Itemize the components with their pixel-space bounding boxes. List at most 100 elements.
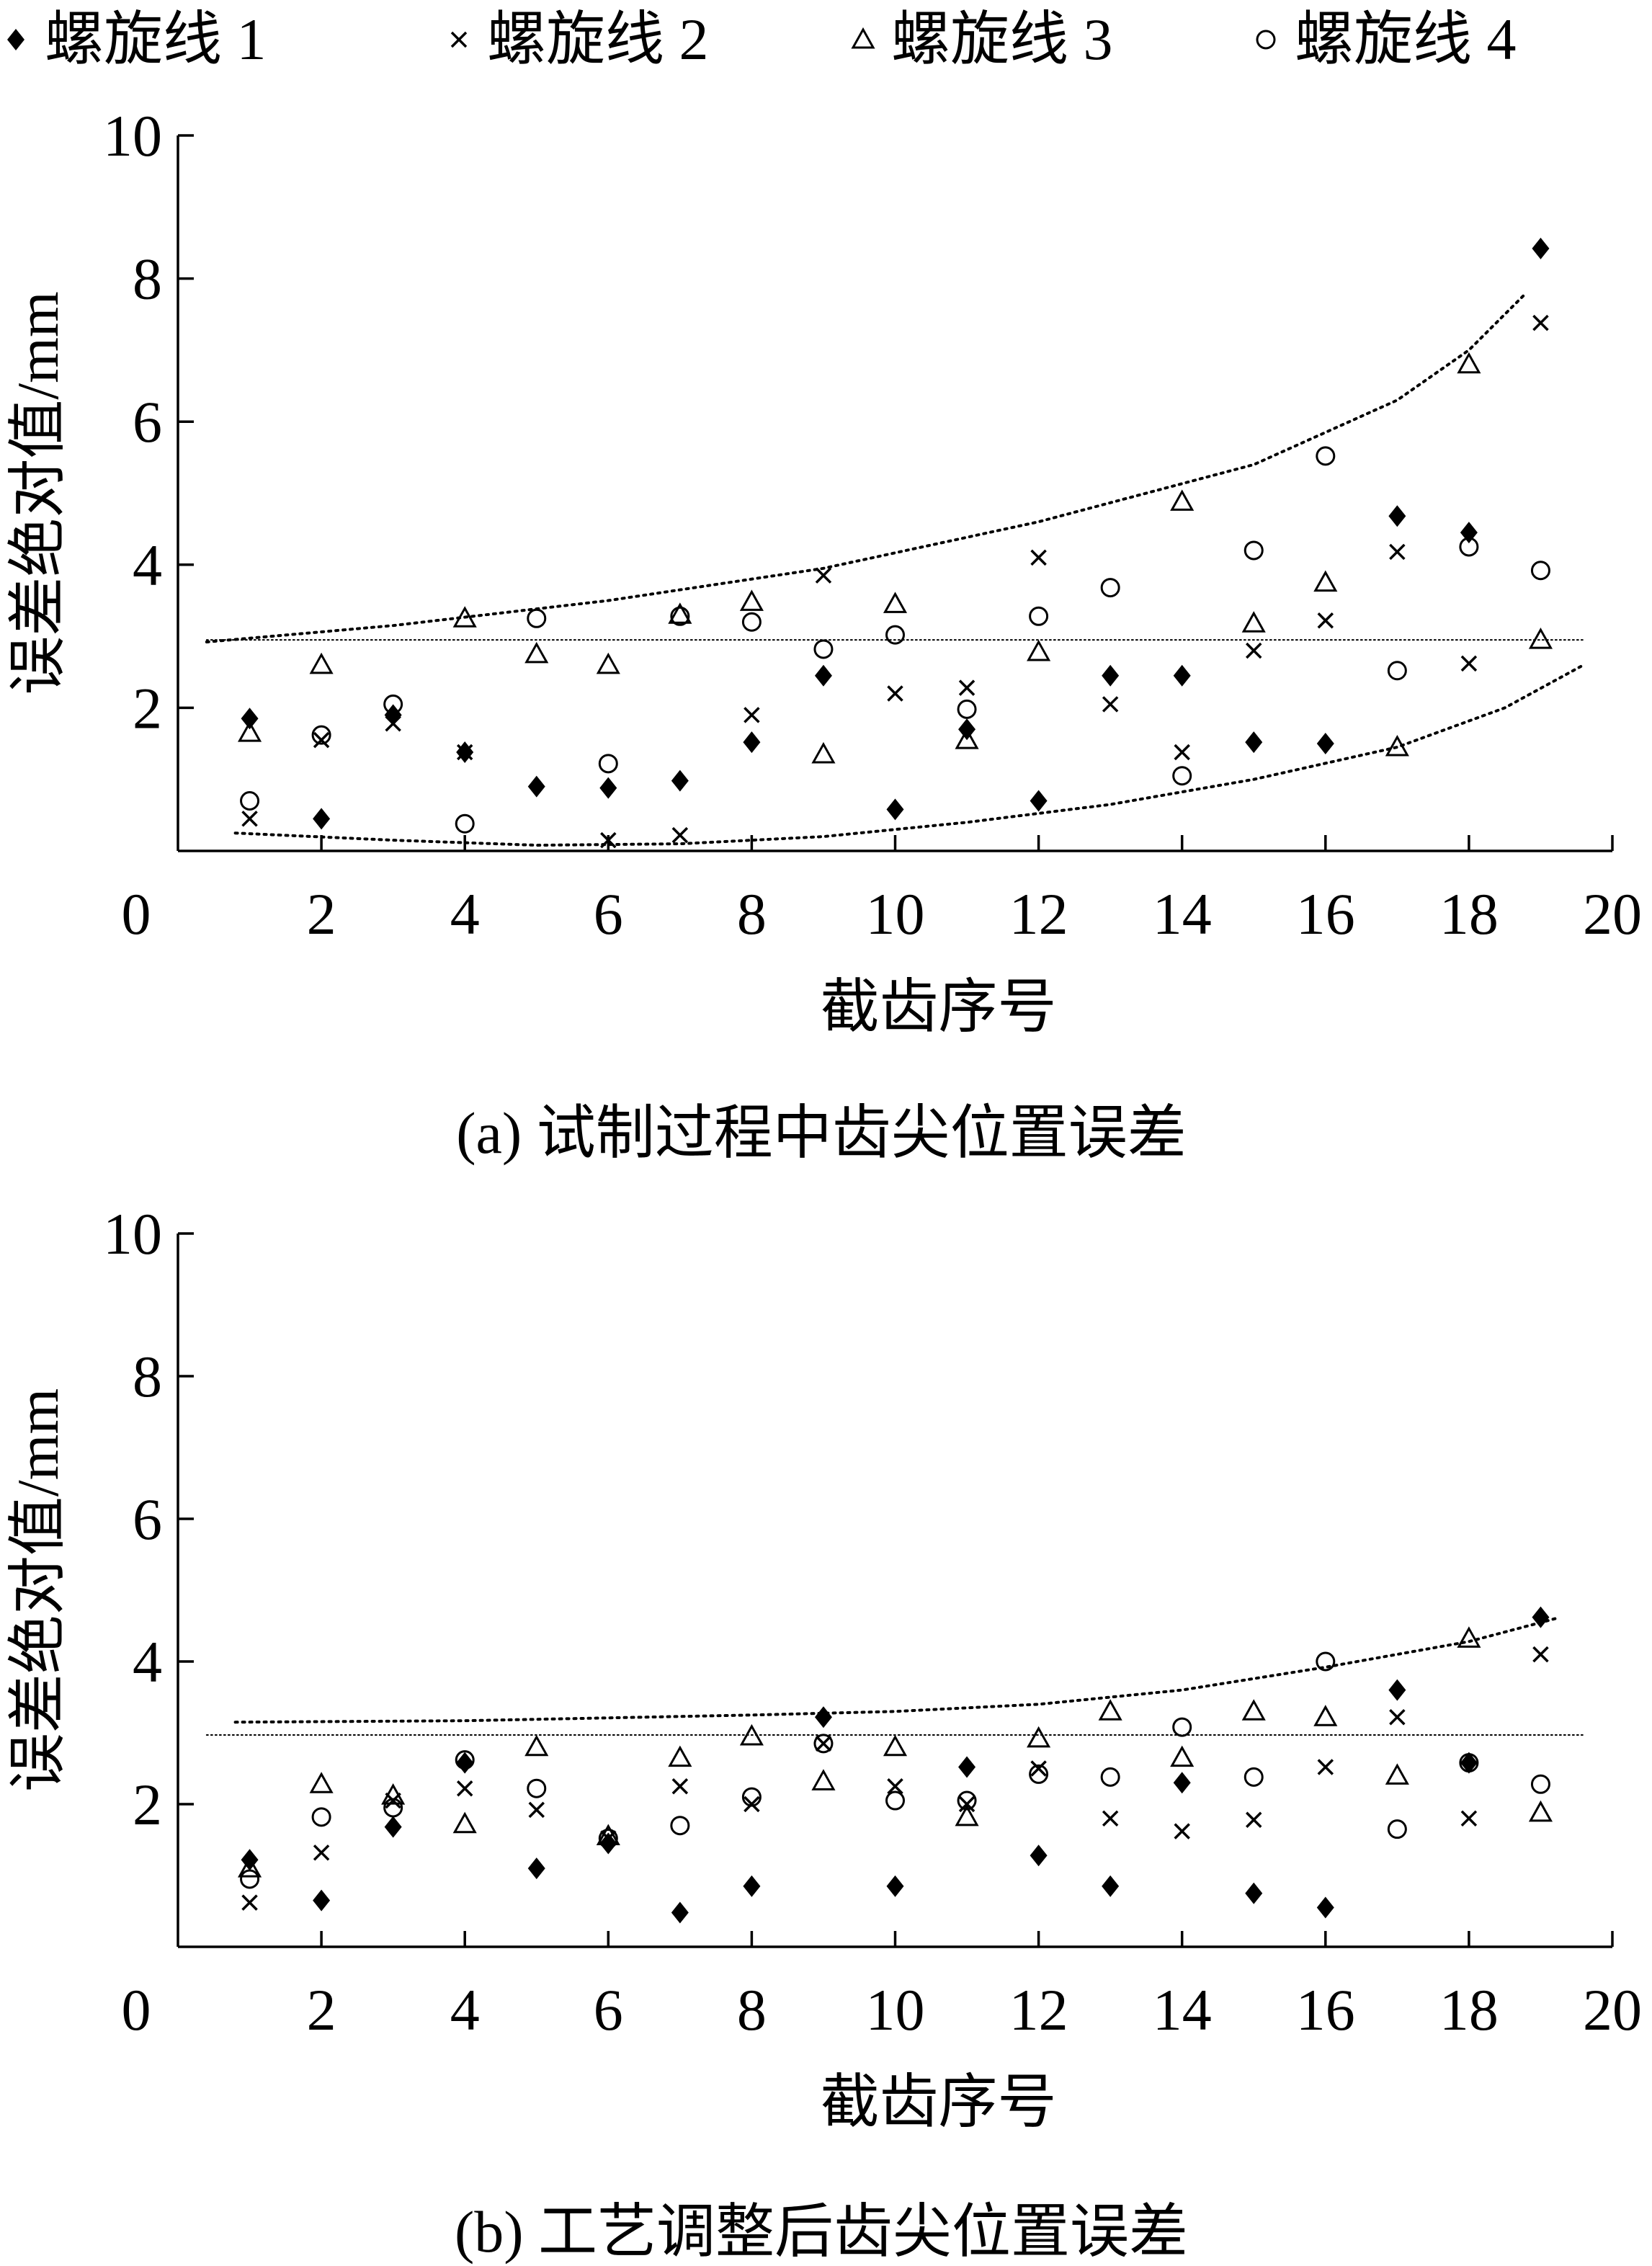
x-tick-label: 16	[1296, 881, 1355, 947]
x-tick-label: 12	[1009, 1977, 1068, 2043]
data-point	[241, 811, 258, 827]
trend-curve	[233, 663, 1586, 847]
y-axis-title: 误差绝对值/mm	[5, 1388, 71, 1792]
data-point	[1457, 1626, 1481, 1648]
data-point	[671, 1778, 689, 1795]
x-tick-label: 20	[1583, 1977, 1642, 2043]
panel-a: 2 4 6 8 10 0 2 4 6 8 10 12 14 16 18 20 截齿序号 误差绝对值/mm (a) 试…	[5, 103, 1642, 1166]
data-point	[1098, 1699, 1122, 1721]
data-point	[309, 1772, 334, 1793]
data-point	[1388, 505, 1406, 527]
data-point	[385, 715, 401, 732]
data-point	[1528, 1800, 1553, 1822]
series-2	[241, 314, 1549, 849]
data-point	[1174, 1823, 1190, 1839]
data-point	[313, 731, 330, 749]
legend: 螺旋线 1 螺旋线 2 螺旋线 3 螺旋线 4	[7, 6, 1517, 72]
data-point	[1245, 1882, 1263, 1904]
data-point	[600, 831, 617, 849]
legend-item: 螺旋线 4	[1256, 6, 1517, 72]
data-point	[527, 1857, 545, 1880]
data-point	[1030, 549, 1047, 566]
data-point	[1246, 1811, 1262, 1829]
data-point	[1244, 540, 1264, 561]
series-3	[237, 352, 1553, 764]
legend-label: 螺旋线 4	[1295, 6, 1517, 72]
data-point	[1241, 611, 1266, 633]
data-point	[1245, 731, 1263, 754]
data-point	[384, 1816, 402, 1838]
data-point	[1174, 744, 1190, 761]
data-point	[1029, 1764, 1049, 1784]
data-point	[1460, 1752, 1478, 1774]
data-point	[1389, 543, 1406, 561]
data-point	[455, 1750, 475, 1770]
data-point	[885, 625, 905, 645]
data-point	[1030, 1845, 1048, 1867]
data-point	[739, 1723, 764, 1746]
data-point	[1532, 237, 1550, 259]
data-point	[813, 1734, 834, 1754]
data-point	[1172, 1717, 1192, 1737]
data-point	[1100, 578, 1120, 598]
data-point	[883, 592, 908, 613]
data-point	[811, 1769, 836, 1790]
legend-item: 螺旋线 3	[851, 6, 1113, 72]
data-point	[1313, 1705, 1338, 1726]
data-point	[524, 641, 549, 664]
data-point	[1457, 352, 1481, 374]
data-point	[1316, 1651, 1336, 1672]
data-point	[383, 1798, 403, 1818]
x-tick-label: 12	[1009, 881, 1068, 947]
data-point	[671, 770, 689, 792]
data-point	[1532, 1606, 1550, 1628]
data-point	[811, 741, 836, 764]
data-point	[739, 589, 764, 611]
x-tick-label: 18	[1439, 881, 1499, 947]
data-point	[309, 652, 334, 674]
data-point	[313, 1845, 330, 1861]
data-point	[241, 1894, 258, 1911]
y-tick-label: 10	[103, 1201, 162, 1267]
panel-b: 2 4 6 8 10 0 2 4 6 8 10 12 14 16 18 20 截齿序号 误差绝对值/mm (b) 工…	[5, 1201, 1642, 2265]
data-point	[1170, 489, 1195, 511]
data-point	[887, 1778, 903, 1795]
data-point	[596, 652, 620, 674]
data-point	[743, 731, 761, 754]
data-point	[815, 567, 832, 584]
data-point	[1102, 696, 1119, 713]
data-point	[1530, 1774, 1550, 1794]
panel-caption: (a) 试制过程中齿尖位置误差	[456, 1100, 1187, 1166]
data-point	[1317, 612, 1334, 629]
series-1	[241, 237, 1550, 830]
data-point	[1100, 1767, 1120, 1787]
data-point	[455, 813, 475, 834]
data-point	[671, 1901, 689, 1924]
data-point	[886, 798, 904, 821]
panel-caption: (b) 工艺调整后齿尖位置误差	[455, 2199, 1188, 2265]
data-point	[452, 606, 477, 628]
data-point	[1385, 734, 1409, 757]
data-point	[744, 707, 760, 723]
data-point	[885, 1790, 905, 1811]
data-point	[1385, 1763, 1409, 1785]
data-point	[237, 721, 262, 742]
data-point	[313, 1889, 331, 1912]
legend-marker-icon	[1256, 30, 1276, 50]
data-point	[1029, 606, 1049, 626]
legend-label: 螺旋线 1	[45, 6, 267, 72]
data-point	[1027, 1726, 1051, 1748]
data-point	[313, 808, 331, 830]
data-point	[1030, 1760, 1047, 1777]
data-point	[670, 606, 690, 626]
x-tick-label: 2	[307, 1977, 336, 2043]
legend-label: 螺旋线 2	[487, 6, 709, 72]
y-tick-label: 8	[133, 246, 162, 312]
data-point	[741, 1787, 762, 1807]
data-point	[744, 1796, 760, 1813]
data-point	[456, 1780, 473, 1797]
data-point	[1241, 1699, 1266, 1721]
data-point	[1102, 1875, 1120, 1897]
x-tick-label: 10	[866, 881, 925, 947]
series-4	[240, 1651, 1550, 1889]
